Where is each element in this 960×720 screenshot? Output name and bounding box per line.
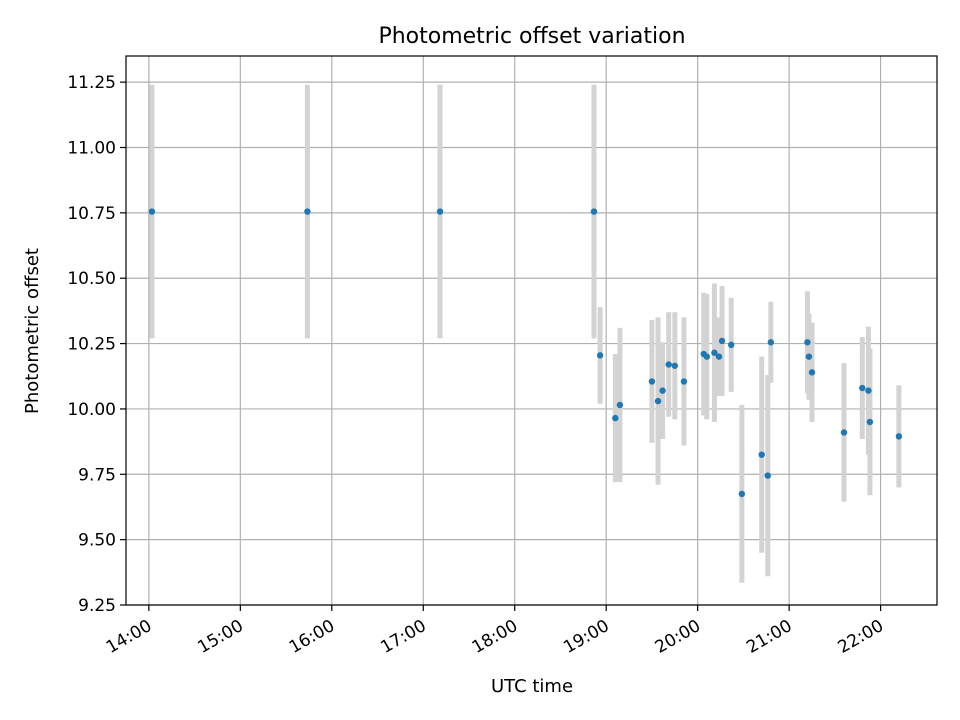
x-axis-label: UTC time	[491, 676, 573, 697]
x-tick-label: 21:00	[743, 616, 795, 658]
data-point	[808, 369, 816, 376]
data-point	[840, 429, 848, 436]
data-point	[148, 208, 156, 215]
data-point	[703, 353, 711, 360]
data-point	[680, 378, 688, 385]
x-axis-ticks: 14:00 15:00 16:00 17:00 18:00 19:00 20:00 21:00…	[103, 605, 887, 658]
data-point	[728, 341, 735, 349]
y-tick-label: 10.50	[67, 269, 116, 289]
x-tick-label: 17:00	[377, 616, 429, 658]
errorbar-layer	[149, 84, 902, 583]
grid-layer	[126, 56, 937, 606]
data-point	[616, 401, 624, 409]
x-tick-label: 15:00	[194, 616, 246, 658]
data-point	[590, 208, 598, 215]
data-point	[865, 387, 872, 394]
y-tick-label: 11.00	[67, 139, 116, 159]
x-tick-label: 19:00	[560, 616, 612, 658]
y-tick-label: 10.25	[67, 335, 116, 355]
x-tick-label: 20:00	[652, 616, 704, 658]
x-tick-label: 16:00	[286, 616, 338, 658]
data-point	[718, 337, 726, 345]
point-layer	[148, 208, 903, 498]
plot-frame	[125, 55, 938, 606]
data-point	[659, 387, 666, 394]
data-point	[805, 353, 813, 360]
data-point	[866, 418, 874, 426]
data-point	[895, 433, 903, 440]
data-point	[767, 339, 775, 346]
data-point	[804, 339, 811, 346]
data-point	[436, 208, 444, 215]
x-tick-label: 18:00	[469, 616, 521, 658]
y-tick-label: 11.25	[67, 73, 116, 93]
data-point	[715, 353, 723, 360]
data-point	[758, 451, 765, 458]
data-point	[859, 384, 866, 392]
data-point	[711, 349, 718, 356]
y-tick-label: 9.50	[78, 531, 116, 551]
data-point	[671, 362, 678, 369]
x-tick-label: 14:00	[103, 616, 155, 658]
data-point	[596, 352, 604, 359]
y-tick-label: 10.00	[67, 400, 116, 420]
x-tick-label: 22:00	[835, 616, 887, 658]
y-tick-label: 10.75	[67, 204, 116, 224]
data-point	[764, 472, 771, 479]
data-point	[654, 397, 662, 405]
data-point	[612, 414, 619, 422]
chart-title: Photometric offset variation	[378, 24, 685, 49]
data-point	[738, 490, 746, 498]
y-tick-label: 9.75	[78, 465, 116, 485]
y-axis-ticks: 9.25 9.50 9.75 10.00 10.25 10.50 10.75 11.00 11.…	[67, 73, 126, 616]
data-point	[648, 378, 656, 385]
y-tick-label: 9.25	[78, 596, 116, 616]
y-axis-label: Photometric offset	[22, 248, 43, 414]
data-point	[304, 208, 311, 215]
data-point	[665, 361, 672, 368]
